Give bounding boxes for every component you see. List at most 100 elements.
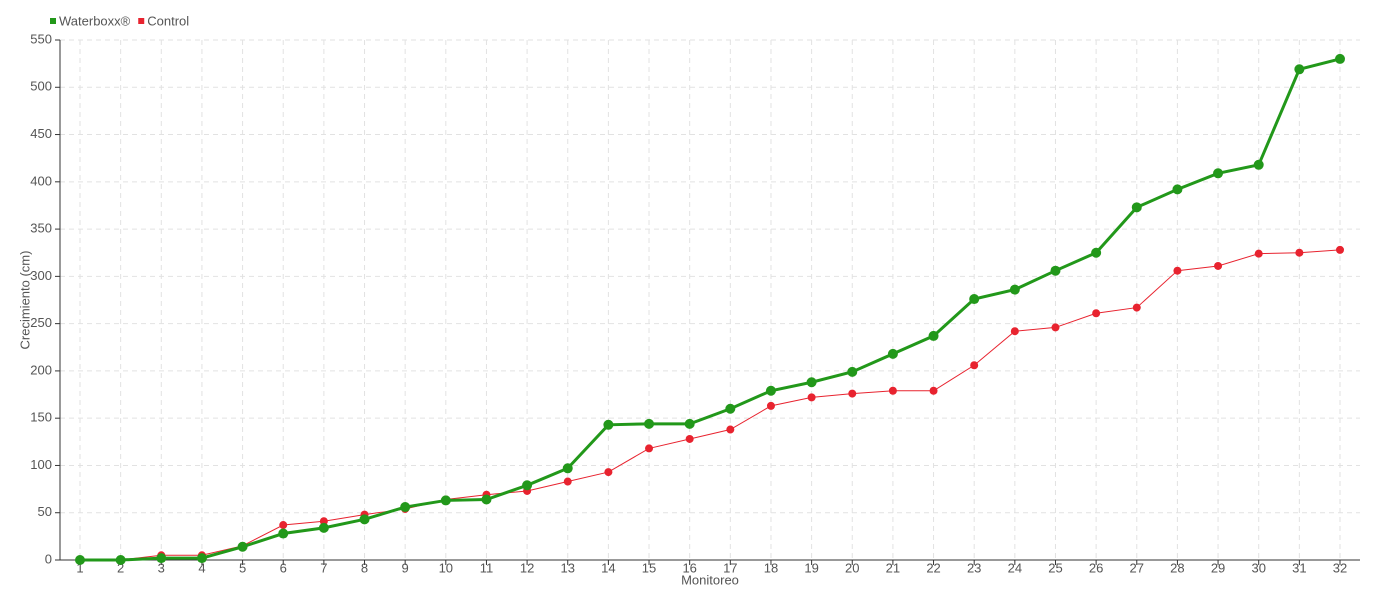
point bbox=[400, 502, 411, 513]
point bbox=[440, 495, 451, 506]
x-tick-label: 29 bbox=[1211, 560, 1225, 575]
x-tick-label: 24 bbox=[1008, 560, 1022, 575]
point bbox=[1132, 303, 1141, 312]
x-tick-label: 32 bbox=[1333, 560, 1347, 575]
y-tick-label: 550 bbox=[30, 31, 52, 46]
x-tick-label: 30 bbox=[1251, 560, 1265, 575]
point bbox=[684, 418, 695, 429]
x-tick-label: 6 bbox=[280, 560, 287, 575]
x-tick-label: 21 bbox=[886, 560, 900, 575]
legend-swatch bbox=[138, 18, 145, 24]
point bbox=[1214, 261, 1223, 270]
x-tick-label: 12 bbox=[520, 560, 534, 575]
point bbox=[279, 521, 288, 530]
y-tick-label: 0 bbox=[45, 551, 52, 566]
legend-swatch bbox=[50, 18, 56, 24]
point bbox=[644, 418, 655, 429]
x-tick-label: 23 bbox=[967, 560, 981, 575]
y-tick-label: 400 bbox=[30, 173, 52, 188]
point bbox=[1336, 245, 1344, 254]
x-tick-label: 9 bbox=[402, 560, 409, 575]
point bbox=[1253, 159, 1264, 170]
x-tick-label: 26 bbox=[1089, 560, 1103, 575]
x-tick-label: 15 bbox=[642, 560, 656, 575]
point bbox=[847, 366, 858, 377]
point bbox=[970, 361, 979, 370]
x-tick-label: 14 bbox=[601, 560, 615, 575]
point bbox=[1091, 247, 1102, 258]
point bbox=[1213, 168, 1224, 179]
legend-label: Control bbox=[147, 13, 189, 28]
point bbox=[888, 386, 897, 395]
point bbox=[1295, 248, 1304, 257]
point bbox=[318, 522, 329, 533]
y-axis-label: Crecimiento (cm) bbox=[17, 251, 32, 350]
point bbox=[1009, 284, 1020, 295]
point bbox=[75, 555, 85, 565]
x-tick-label: 2 bbox=[117, 560, 124, 575]
point bbox=[115, 555, 126, 565]
x-tick-label: 31 bbox=[1292, 560, 1306, 575]
point bbox=[1050, 265, 1061, 276]
y-tick-label: 450 bbox=[30, 126, 52, 141]
y-tick-label: 350 bbox=[30, 221, 52, 236]
x-tick-label: 8 bbox=[361, 560, 368, 575]
point bbox=[806, 377, 817, 388]
y-tick-label: 50 bbox=[38, 504, 52, 519]
x-tick-label: 10 bbox=[439, 560, 453, 575]
point bbox=[645, 444, 654, 453]
y-tick-label: 300 bbox=[30, 268, 52, 283]
point bbox=[1173, 266, 1182, 275]
x-tick-label: 17 bbox=[723, 560, 737, 575]
point bbox=[765, 385, 776, 396]
point bbox=[196, 553, 207, 564]
y-tick-label: 250 bbox=[30, 315, 52, 330]
x-tick-label: 1 bbox=[76, 560, 83, 575]
x-tick-label: 28 bbox=[1170, 560, 1184, 575]
point bbox=[1051, 323, 1060, 332]
x-tick-label: 5 bbox=[239, 560, 246, 575]
x-tick-label: 4 bbox=[198, 560, 205, 575]
point bbox=[1294, 64, 1305, 75]
point bbox=[1131, 202, 1142, 213]
point bbox=[1172, 184, 1183, 195]
point bbox=[726, 425, 735, 434]
x-tick-label: 13 bbox=[561, 560, 575, 575]
x-tick-label: 27 bbox=[1130, 560, 1144, 575]
point bbox=[237, 541, 248, 552]
point bbox=[969, 294, 980, 305]
point bbox=[685, 434, 694, 443]
point bbox=[603, 419, 614, 430]
y-tick-label: 100 bbox=[30, 457, 52, 472]
point bbox=[725, 403, 736, 414]
point bbox=[848, 389, 857, 398]
point bbox=[481, 494, 492, 505]
x-tick-label: 25 bbox=[1048, 560, 1062, 575]
point bbox=[1335, 53, 1345, 64]
point bbox=[359, 514, 370, 525]
y-tick-label: 150 bbox=[30, 410, 52, 425]
x-axis-label: Monitoreo bbox=[681, 572, 739, 587]
point bbox=[1010, 327, 1019, 336]
point bbox=[604, 468, 613, 477]
x-tick-label: 11 bbox=[480, 560, 494, 575]
point bbox=[929, 386, 938, 395]
point bbox=[1254, 249, 1263, 258]
point bbox=[522, 480, 533, 491]
x-tick-label: 3 bbox=[158, 560, 165, 575]
x-tick-label: 20 bbox=[845, 560, 859, 575]
x-tick-label: 16 bbox=[682, 560, 696, 575]
x-tick-label: 18 bbox=[764, 560, 778, 575]
point bbox=[278, 528, 289, 539]
legend-label: Waterboxx® bbox=[59, 13, 131, 28]
x-tick-label: 7 bbox=[320, 560, 327, 575]
y-tick-label: 200 bbox=[30, 362, 52, 377]
x-tick-label: 22 bbox=[926, 560, 940, 575]
point bbox=[887, 348, 898, 359]
x-tick-label: 19 bbox=[804, 560, 818, 575]
series-line bbox=[80, 249, 1341, 561]
point bbox=[562, 463, 573, 474]
point bbox=[766, 401, 775, 410]
series-line bbox=[80, 57, 1341, 562]
point bbox=[928, 330, 939, 341]
